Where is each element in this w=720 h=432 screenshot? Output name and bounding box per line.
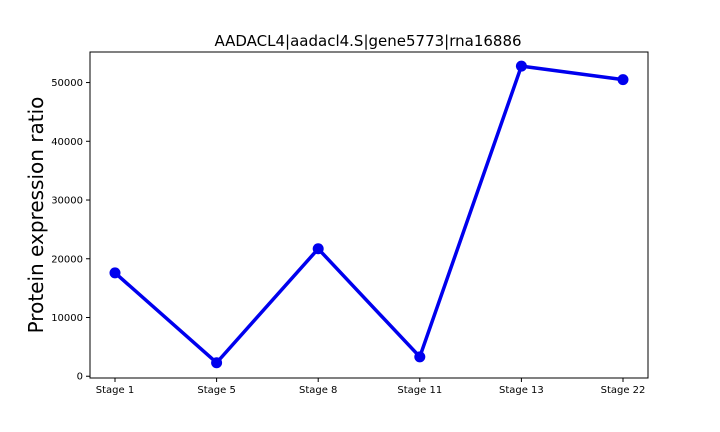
y-tick-label: 30000: [51, 196, 83, 207]
chart-title: AADACL4|aadacl4.S|gene5773|rna16886: [214, 32, 521, 50]
series-group: [109, 60, 629, 369]
x-tick-label: Stage 5: [197, 385, 235, 396]
y-tick-label: 40000: [51, 137, 83, 148]
data-point: [109, 267, 121, 279]
y-axis-label: Protein expression ratio: [24, 97, 48, 334]
data-point: [312, 243, 324, 255]
data-point: [617, 74, 629, 86]
y-tick-label: 10000: [51, 313, 83, 324]
series-line: [113, 64, 624, 365]
x-tick-label: Stage 1: [96, 385, 134, 396]
x-tick-label: Stage 8: [299, 385, 337, 396]
x-tick-label: Stage 13: [499, 385, 544, 396]
y-tick-label: 20000: [51, 254, 83, 265]
x-tick-label: Stage 11: [397, 385, 442, 396]
data-point: [414, 351, 426, 363]
y-tick-label: 0: [77, 372, 83, 383]
x-axis: Stage 1 Stage 5 Stage 8 Stage 11 Stage 13 Sta…: [96, 378, 646, 396]
x-tick-label: Stage 22: [601, 385, 646, 396]
y-axis: 0 10000 20000 30000 40000 50000: [51, 78, 90, 383]
data-point: [515, 60, 527, 72]
y-tick-label: 50000: [51, 78, 83, 89]
plot-frame: [89, 51, 649, 379]
data-point: [211, 357, 223, 369]
